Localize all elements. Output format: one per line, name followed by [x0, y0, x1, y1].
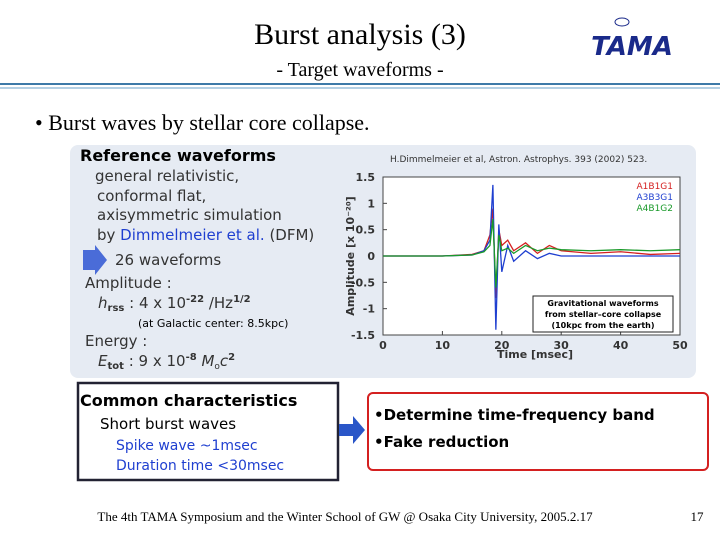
- ref-line: conformal flat,: [97, 187, 206, 205]
- y-tick-label: 0.5: [356, 224, 376, 237]
- energy: Etot : 9 x 10-8 Moc2: [98, 352, 235, 372]
- x-tick-label: 20: [494, 339, 510, 352]
- t: E: [98, 352, 108, 370]
- t: tot: [107, 361, 124, 372]
- ref-heading: Reference waveforms: [80, 146, 276, 165]
- t: : 9 x 10: [124, 352, 186, 370]
- distance: (at Galactic center: 8.5kpc): [138, 317, 288, 330]
- arrow: [339, 416, 365, 444]
- y-tick-label: -1: [363, 303, 375, 316]
- t: rss: [108, 303, 125, 314]
- title: Burst analysis (3): [254, 18, 466, 51]
- t: Dimmelmeier et al.: [120, 226, 265, 244]
- amp-label: Amplitude :: [85, 274, 172, 292]
- common-item: Duration time <30msec: [116, 458, 284, 474]
- goal: •Fake reduction: [374, 433, 509, 451]
- common-box: [76, 381, 340, 482]
- legend-entry: A1B1G1: [637, 182, 673, 192]
- footer: The 4th TAMA Symposium and the Winter Sc…: [97, 509, 593, 524]
- x-tick-label: 0: [379, 339, 387, 352]
- common-sub: Short burst waves: [100, 415, 236, 433]
- count: 26 waveforms: [115, 251, 221, 269]
- common-heading: Common characteristics: [80, 391, 297, 410]
- logo: TAMA: [591, 32, 673, 62]
- ref-line: general relativistic,: [95, 167, 239, 185]
- x-tick-label: 50: [672, 339, 688, 352]
- amp: hrss : 4 x 10-22 /Hz1/2: [98, 294, 251, 314]
- bullet: • Burst waves by stellar core collapse.: [35, 110, 370, 135]
- t: (DFM): [265, 226, 315, 244]
- y-tick-label: 1.5: [356, 171, 376, 184]
- citation: H.Dimmelmeier et al, Astron. Astrophys. …: [390, 155, 647, 165]
- y-label: Amplitude [x 10⁻²⁰]: [344, 196, 357, 315]
- annotation: Gravitational waveforms: [547, 299, 658, 308]
- t: /Hz: [204, 294, 233, 312]
- y-tick-label: 1: [367, 197, 375, 210]
- y-tick-label: -1.5: [351, 329, 375, 342]
- t: M: [197, 352, 215, 370]
- annotation: (10kpc from the earth): [551, 321, 654, 330]
- t: 2: [228, 352, 235, 363]
- t: 1/2: [233, 294, 251, 305]
- t: : 4 x 10: [124, 294, 186, 312]
- x-tick-label: 30: [554, 339, 570, 352]
- annotation: from stellar–core collapse: [545, 310, 662, 319]
- x-tick-label: 10: [435, 339, 451, 352]
- legend-entry: A3B3G1: [637, 193, 673, 203]
- t: o: [214, 362, 220, 372]
- arrow-icon: [83, 245, 107, 275]
- x-tick-label: 40: [613, 339, 629, 352]
- t: h: [98, 294, 108, 312]
- x-label: Time [msec]: [497, 348, 573, 361]
- t: c: [220, 352, 229, 370]
- legend-entry: A4B1G2: [637, 204, 673, 214]
- annotation-box: [532, 295, 674, 333]
- y-tick-label: 0: [367, 250, 375, 263]
- goal: •Determine time-frequency band: [374, 406, 655, 424]
- ref-by: by Dimmelmeier et al. (DFM): [97, 226, 314, 244]
- logo-ring: [614, 17, 630, 27]
- y-tick-label: -0.5: [351, 276, 375, 289]
- plot: 0 10 20 30 40 50 -1.5 -1 -0.5 0 0.5 1 1.5 A1B1G1A3B3G…: [351, 171, 688, 352]
- page-number: 17: [691, 509, 705, 524]
- t: -8: [186, 352, 197, 363]
- goal-box: [367, 392, 709, 471]
- t: by: [97, 226, 120, 244]
- subtitle: - Target waveforms -: [276, 59, 443, 81]
- waveform: [383, 219, 681, 288]
- ref-line: axisymmetric simulation: [97, 206, 282, 224]
- energy-label: Energy :: [85, 332, 147, 350]
- t: -22: [186, 294, 204, 305]
- common-item: Spike wave ~1msec: [116, 438, 258, 454]
